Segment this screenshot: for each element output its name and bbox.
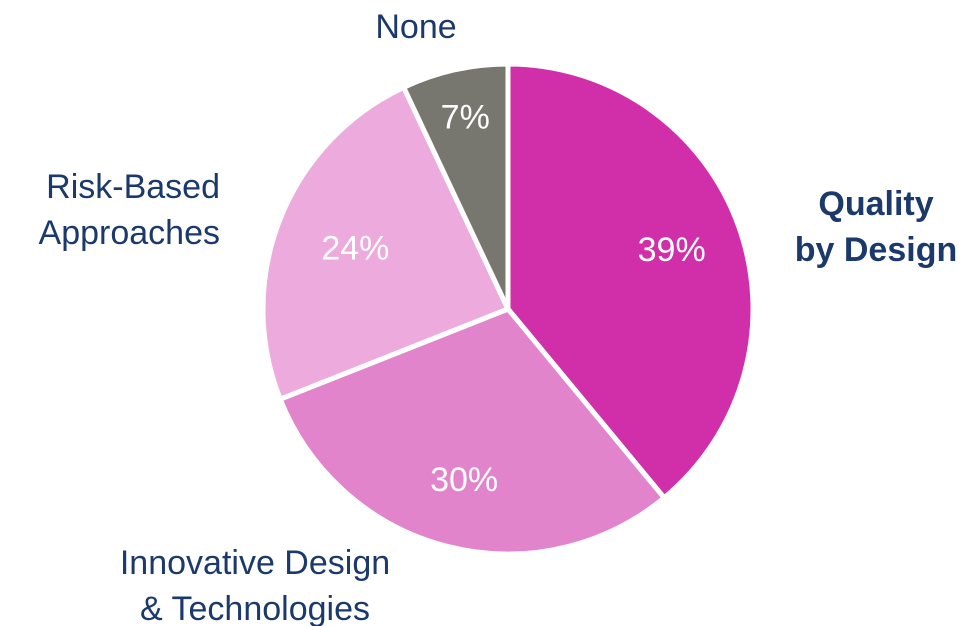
category-label-line: None bbox=[375, 8, 456, 46]
slice-percent-label: 7% bbox=[441, 99, 490, 137]
category-label-line: Approaches bbox=[39, 214, 220, 252]
pie-slices bbox=[260, 61, 756, 557]
slice-percent-label: 24% bbox=[321, 230, 389, 268]
slice-category-label: Quality by Design bbox=[795, 185, 957, 269]
category-label-line: Risk-Based bbox=[46, 168, 220, 206]
category-label-line: Innovative Design bbox=[120, 544, 390, 582]
slice-percent-label: 30% bbox=[430, 461, 498, 499]
category-label-line: Quality bbox=[818, 185, 933, 223]
category-label-line: & Technologies bbox=[140, 590, 370, 626]
category-label-line: by Design bbox=[795, 231, 957, 269]
slice-category-label: Risk-Based Approaches bbox=[39, 168, 220, 252]
pie-slice-none bbox=[401, 61, 511, 312]
slice-percent-label: 39% bbox=[638, 231, 706, 269]
slice-category-label: Innovative Design & Technologies bbox=[120, 544, 390, 626]
slice-category-label: None bbox=[375, 8, 456, 46]
pie-slice-quality bbox=[505, 61, 756, 501]
pie-slice-innovative-design bbox=[277, 306, 667, 557]
pie-slice-risk-based bbox=[260, 84, 511, 402]
